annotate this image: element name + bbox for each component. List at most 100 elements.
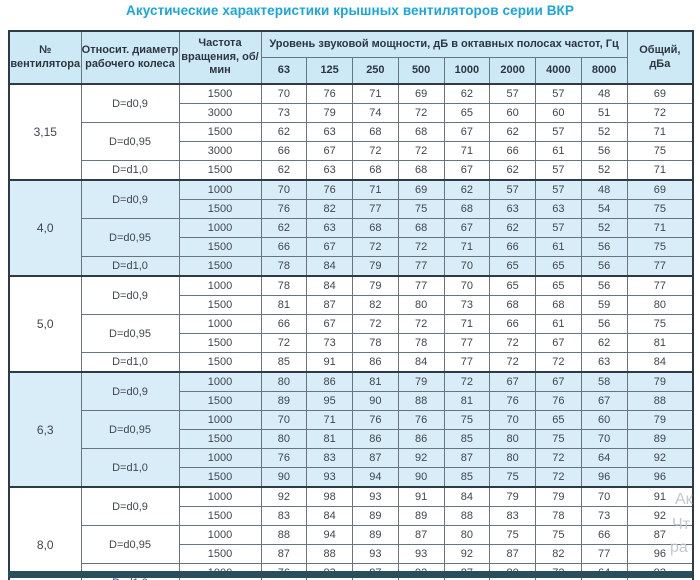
- level-cell: 79: [352, 275, 399, 296]
- level-cell: 56: [580, 141, 628, 161]
- level-cell: 70: [260, 410, 308, 430]
- level-cell: 71: [352, 83, 399, 104]
- level-cell: 56: [580, 275, 628, 296]
- level-cell: 63: [306, 122, 353, 142]
- total-cell: 89: [626, 429, 694, 449]
- header-band-500: 500: [397, 57, 445, 85]
- level-cell: 89: [352, 506, 399, 526]
- level-cell: 73: [443, 295, 491, 315]
- level-cell: 70: [443, 275, 491, 296]
- level-cell: 67: [306, 237, 353, 257]
- level-cell: 89: [260, 391, 308, 411]
- level-cell: 76: [397, 410, 445, 430]
- header-speed: Частота вращения, об/мин: [178, 30, 262, 85]
- table-row: D=d0,95 1000 88 94 89 87 80 75 75 66 87: [9, 525, 694, 564]
- table-row: 1500 87 88 93 93 92 87 82 77 96: [9, 544, 694, 564]
- diameter-cell: D=d1,0: [80, 352, 180, 373]
- header-total: Общий, дБа: [626, 30, 694, 85]
- level-cell: 70: [260, 179, 308, 200]
- fan-number-cell: 3,15: [8, 83, 82, 181]
- level-cell: 85: [443, 467, 491, 488]
- level-cell: 76: [260, 448, 308, 468]
- level-cell: 77: [397, 256, 445, 277]
- total-cell: 71: [626, 218, 694, 238]
- total-cell: 84: [626, 352, 694, 373]
- table-row: D=d0,95 1500 62 63 68 68 67 62 57 52 71: [9, 122, 694, 161]
- table-row: 4,0 D=d0,9 1000 70 76 71 69 62 57 57 48 69: [8, 179, 694, 277]
- fan-number-cell: 4,0: [8, 179, 82, 277]
- level-cell: 67: [443, 218, 491, 238]
- level-cell: 68: [397, 122, 445, 142]
- speed-cell: 1500: [178, 295, 262, 315]
- level-cell: 62: [443, 179, 491, 200]
- level-cell: 79: [489, 486, 536, 507]
- level-cell: 62: [260, 218, 308, 238]
- level-cell: 90: [260, 467, 308, 488]
- speed-cell: 1000: [178, 371, 262, 392]
- table-row: D=d0,95 1000 66 67 72 72 71 66 61 56 75: [9, 314, 694, 353]
- level-cell: 58: [580, 371, 628, 392]
- speed-cell: 1000: [178, 410, 262, 430]
- speed-cell: 1000: [178, 486, 262, 507]
- level-cell: 71: [443, 237, 491, 257]
- table-row: 1500 76 82 77 75 68 63 63 54 75: [9, 199, 694, 219]
- level-cell: 80: [397, 295, 445, 315]
- level-cell: 57: [535, 179, 582, 200]
- table-row: 1500 66 67 72 72 71 66 61 56 75: [9, 237, 694, 257]
- speed-cell: 1000: [178, 179, 262, 200]
- level-cell: 85: [443, 429, 491, 449]
- level-cell: 66: [489, 314, 536, 334]
- level-cell: 83: [489, 506, 536, 526]
- level-cell: 75: [397, 199, 445, 219]
- level-cell: 65: [489, 275, 536, 296]
- level-cell: 80: [260, 429, 308, 449]
- level-cell: 67: [306, 141, 353, 161]
- level-cell: 64: [580, 448, 628, 468]
- header-band-1000: 1000: [443, 57, 491, 85]
- level-cell: 85: [260, 352, 308, 373]
- level-cell: 75: [535, 429, 582, 449]
- level-cell: 81: [306, 429, 353, 449]
- level-cell: 94: [352, 467, 399, 488]
- total-cell: 96: [626, 544, 694, 564]
- diameter-cell: D=d1,0: [80, 160, 180, 181]
- level-cell: 63: [580, 352, 628, 373]
- level-cell: 79: [306, 103, 353, 123]
- table-row: 1500 72 73 78 78 77 72 67 62 81: [9, 333, 694, 353]
- total-cell: 91: [626, 486, 694, 507]
- header-fan-number: № вентилятора: [8, 30, 82, 85]
- table-row: 5,0 D=d0,9 1000 78 84 79 77 70 65 65 56 77: [8, 275, 694, 373]
- speed-cell: 1500: [178, 237, 262, 257]
- speed-cell: 1500: [178, 467, 262, 488]
- level-cell: 62: [580, 333, 628, 353]
- level-cell: 62: [489, 218, 536, 238]
- level-cell: 92: [443, 544, 491, 564]
- speed-cell: 1000: [178, 448, 262, 468]
- speed-cell: 3000: [178, 141, 262, 161]
- level-cell: 87: [352, 448, 399, 468]
- level-cell: 62: [443, 83, 491, 104]
- level-cell: 75: [535, 525, 582, 545]
- header-row-bands: 63 125 250 500 1000 2000 4000 8000: [9, 57, 693, 85]
- level-cell: 96: [580, 467, 628, 488]
- table-row: 1500 81 87 82 80 73 68 68 59 80: [9, 295, 694, 315]
- speed-cell: 1000: [178, 525, 262, 545]
- total-cell: 80: [626, 295, 694, 315]
- table-row: 1500 80 81 86 86 85 80 75 70 89: [9, 429, 694, 449]
- level-cell: 63: [535, 199, 582, 219]
- level-cell: 66: [260, 141, 308, 161]
- level-cell: 83: [306, 448, 353, 468]
- level-cell: 77: [580, 544, 628, 564]
- level-cell: 94: [306, 525, 353, 545]
- level-cell: 67: [306, 314, 353, 334]
- level-cell: 88: [397, 391, 445, 411]
- level-cell: 89: [397, 506, 445, 526]
- table-row: 8,0 D=d0,9 1000 92 98 93 91 84 79 79 70 91: [8, 486, 694, 580]
- header-band-63: 63: [260, 57, 308, 85]
- level-cell: 79: [535, 486, 582, 507]
- fan-number-cell: 5,0: [8, 275, 82, 373]
- level-cell: 78: [352, 333, 399, 353]
- level-cell: 84: [443, 486, 491, 507]
- level-cell: 81: [352, 371, 399, 392]
